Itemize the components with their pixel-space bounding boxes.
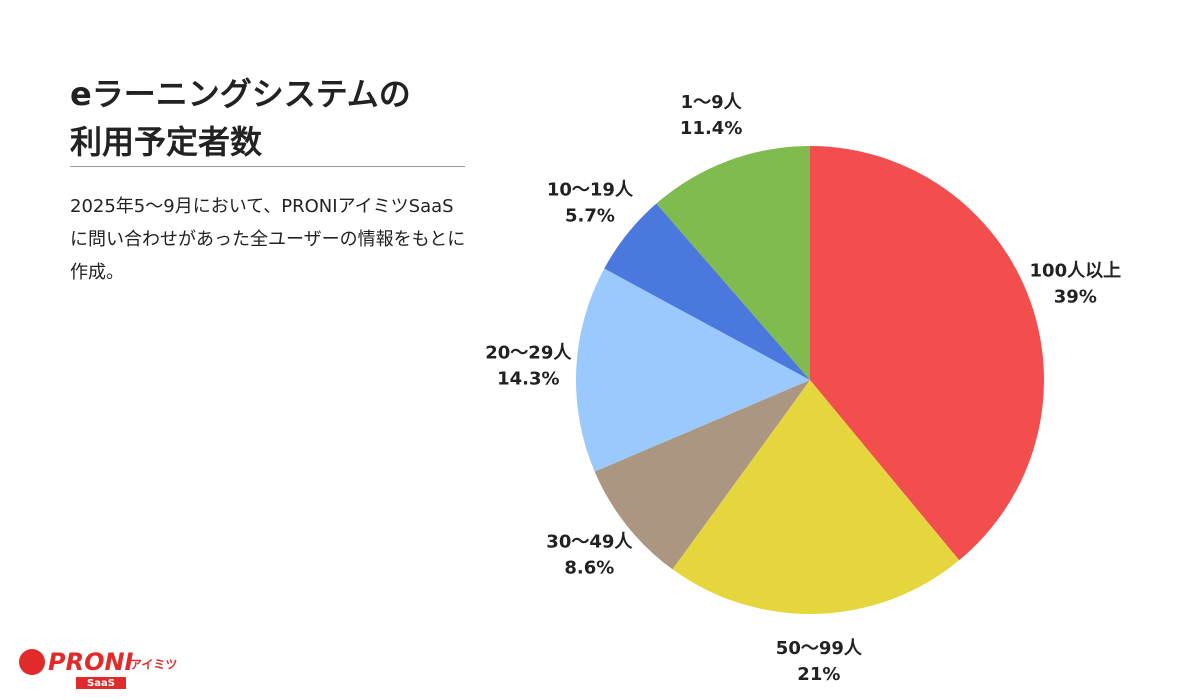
slice-value-label: 8.6% [564, 558, 614, 579]
slice-label: 20〜29人 [485, 343, 572, 364]
slice-value-label: 21% [797, 664, 840, 685]
logo: PRONI アイミツ SaaS [19, 648, 177, 689]
slice-value-label: 14.3% [497, 369, 559, 390]
logo-product: SaaS [87, 678, 115, 689]
chart-title: eラーニングシステムの利用予定者数 [70, 75, 411, 161]
logo-icon [19, 649, 45, 675]
pie-slice [604, 203, 810, 380]
logo-brand: PRONI [48, 648, 134, 676]
pie-slice [594, 380, 810, 570]
pie-slice [810, 146, 1045, 561]
pie-slice [672, 380, 960, 614]
slice-label: 50〜99人 [776, 638, 863, 659]
pie-slice [576, 268, 810, 472]
slice-value-label: 39% [1054, 286, 1097, 307]
slice-label: 1〜9人 [681, 92, 743, 113]
slice-value-label: 5.7% [565, 206, 615, 227]
slice-value-label: 11.4% [680, 118, 742, 139]
pie-slice [656, 146, 810, 380]
chart-subtitle: 2025年5〜9月において、PRONIアイミツSaaSに問い合わせがあった全ユー… [70, 196, 466, 283]
slice-label: 30〜49人 [546, 532, 633, 553]
slice-label: 100人以上 [1030, 260, 1122, 281]
divider [70, 166, 465, 167]
logo-suffix: アイミツ [130, 658, 177, 672]
logo-badge [76, 677, 126, 689]
slice-label: 10〜19人 [547, 180, 634, 201]
